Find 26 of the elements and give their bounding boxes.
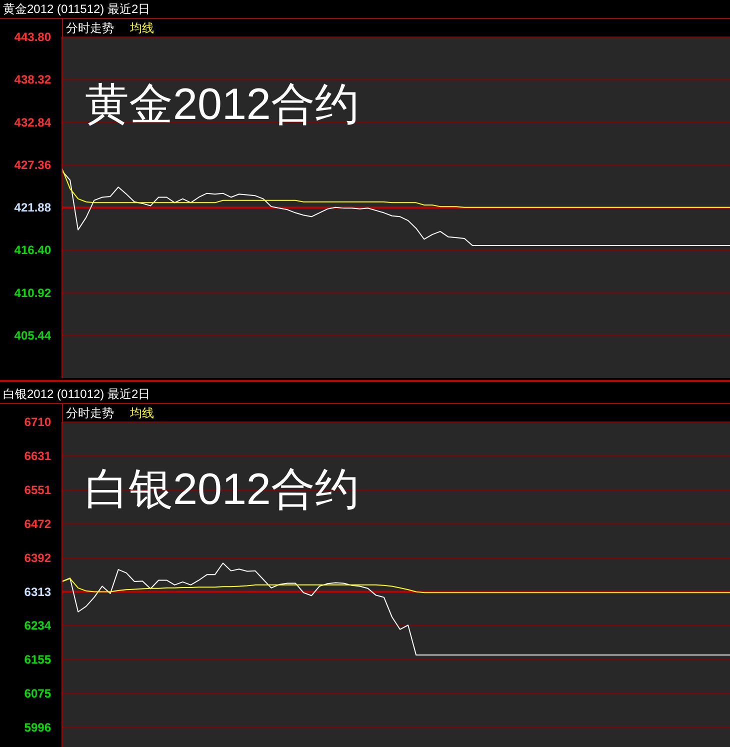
y-tick-label: 416.40 — [14, 243, 52, 258]
y-tick-label: 421.88 — [14, 200, 52, 214]
chart-title: 黄金2012 (011512) 最近2日 — [0, 0, 730, 19]
y-tick-label: 405.44 — [14, 328, 52, 342]
y-tick-label: 6234 — [24, 618, 52, 633]
y-tick-label: 6710 — [24, 415, 52, 429]
y-tick-label: 6155 — [24, 652, 52, 666]
y-tick-label: 6631 — [24, 448, 52, 463]
y-tick-label: 6313 — [24, 584, 52, 599]
y-tick-label: 410.92 — [14, 286, 52, 300]
chart-title: 白银2012 (011012) 最近2日 — [0, 385, 730, 404]
annotation: 黄金2012合约 — [85, 79, 359, 131]
text: 分时走势 — [66, 405, 114, 422]
y-tick-label: 6392 — [24, 550, 52, 565]
y-tick-label: 6551 — [24, 482, 52, 497]
y-tick-label: 5996 — [24, 720, 52, 734]
y-tick-label: 6075 — [24, 686, 52, 701]
y-tick-label: 438.32 — [14, 72, 52, 87]
y-tick-label: 427.36 — [14, 158, 52, 172]
text: 均线 — [130, 405, 154, 422]
text: 均线 — [130, 20, 154, 37]
y-tick-label: 432.84 — [14, 115, 52, 130]
text: 分时走势 — [66, 20, 114, 37]
annotation: 白银2012合约 — [85, 464, 359, 516]
y-tick-label: 6472 — [24, 516, 52, 531]
y-tick-label: 443.80 — [14, 30, 52, 44]
